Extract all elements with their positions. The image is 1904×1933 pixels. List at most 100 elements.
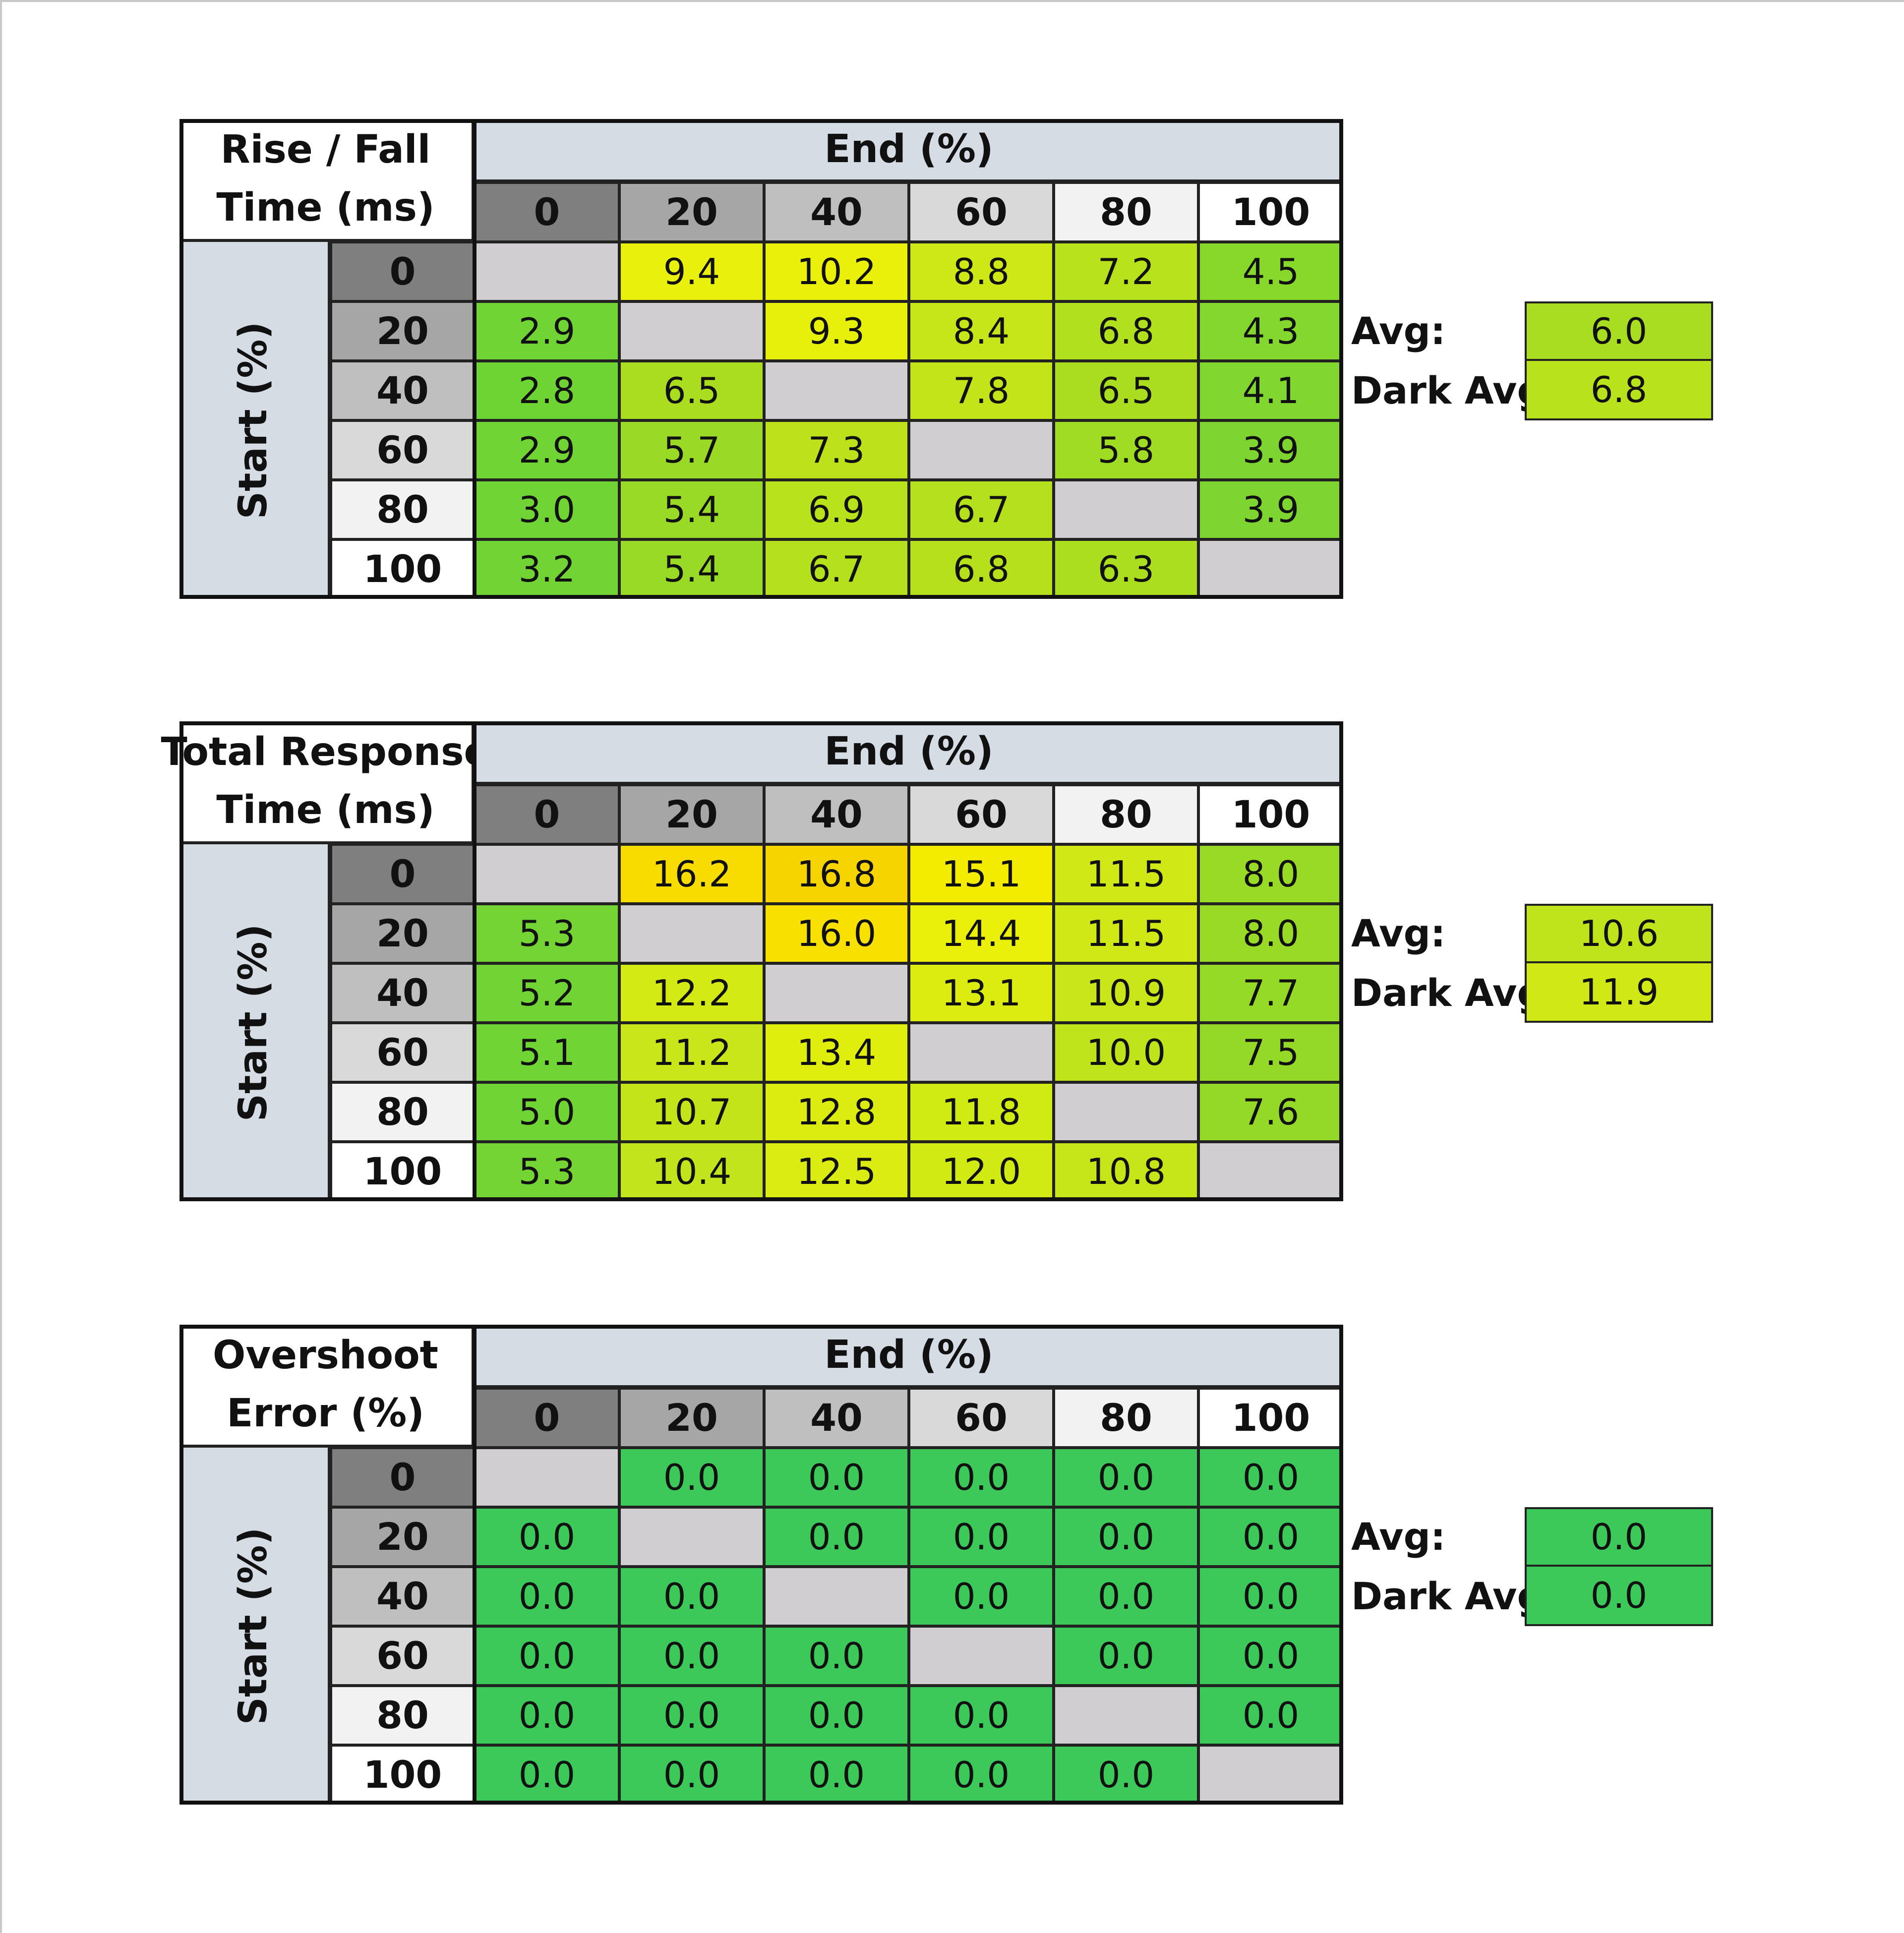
blank-cell (909, 420, 1054, 480)
column-header: 40 (764, 785, 909, 844)
value-cell: 0.0 (1054, 1745, 1198, 1805)
row-header: 60 (331, 1023, 475, 1082)
value-cell: 10.2 (764, 242, 909, 301)
value-cell: 4.5 (1198, 242, 1343, 301)
dark-avg-label: Dark Avg: (1351, 1574, 1559, 1618)
value-cell: 8.4 (909, 301, 1054, 361)
column-header: 100 (1198, 785, 1343, 844)
column-header: 0 (475, 785, 619, 844)
column-header: 40 (764, 182, 909, 242)
value-cell: 3.9 (1198, 420, 1343, 480)
column-header: 60 (909, 785, 1054, 844)
column-header: 0 (475, 182, 619, 242)
row-axis-header: Start (%) (179, 242, 331, 599)
value-cell: 3.0 (475, 480, 619, 539)
value-cell: 5.3 (475, 904, 619, 963)
row-header: 20 (331, 1507, 475, 1567)
value-cell: 12.5 (764, 1142, 909, 1201)
value-cell: 0.0 (619, 1567, 764, 1626)
value-cell: 0.0 (764, 1448, 909, 1507)
avg-value: 10.6 (1525, 904, 1713, 963)
blank-cell (909, 1023, 1054, 1082)
value-cell: 0.0 (909, 1567, 1054, 1626)
dark-avg-value: 0.0 (1525, 1565, 1713, 1626)
value-cell: 0.0 (619, 1745, 764, 1805)
blank-cell (1054, 1686, 1198, 1745)
value-cell: 16.8 (764, 844, 909, 904)
value-cell: 0.0 (909, 1745, 1054, 1805)
value-cell: 5.2 (475, 963, 619, 1023)
dark-avg-label: Dark Avg: (1351, 368, 1559, 412)
value-cell: 8.8 (909, 242, 1054, 301)
row-header: 0 (331, 242, 475, 301)
value-cell: 10.8 (1054, 1142, 1198, 1201)
row-header: 60 (331, 420, 475, 480)
value-cell: 5.4 (619, 480, 764, 539)
value-cell: 2.9 (475, 420, 619, 480)
row-header: 100 (331, 1745, 475, 1805)
dark-avg-value: 6.8 (1525, 359, 1713, 420)
row-axis-header-label: Start (%) (231, 321, 276, 520)
column-header: 100 (1198, 182, 1343, 242)
row-header: 20 (331, 301, 475, 361)
value-cell: 0.0 (764, 1626, 909, 1686)
blank-cell (1198, 1142, 1343, 1201)
avg-value: 0.0 (1525, 1507, 1713, 1567)
value-cell: 15.1 (909, 844, 1054, 904)
table-title-line: Error (%) (227, 1391, 424, 1436)
column-header: 40 (764, 1388, 909, 1448)
value-cell: 0.0 (1054, 1507, 1198, 1567)
value-cell: 5.8 (1054, 420, 1198, 480)
value-cell: 6.9 (764, 480, 909, 539)
table-title-line: Time (ms) (216, 185, 435, 230)
row-header: 100 (331, 1142, 475, 1201)
value-cell: 16.2 (619, 844, 764, 904)
row-axis-header: Start (%) (179, 844, 331, 1201)
value-cell: 0.0 (1198, 1686, 1343, 1745)
table-block-0: Rise / Fall Time (ms) End (%) 0 20 40 60 80 100 S… (0, 119, 1904, 610)
row-header: 40 (331, 963, 475, 1023)
value-cell: 12.2 (619, 963, 764, 1023)
value-cell: 0.0 (909, 1507, 1054, 1567)
value-cell: 11.5 (1054, 904, 1198, 963)
row-header: 80 (331, 480, 475, 539)
column-header: 60 (909, 182, 1054, 242)
value-cell: 6.7 (764, 539, 909, 599)
row-header: 0 (331, 844, 475, 904)
row-header: 80 (331, 1082, 475, 1142)
avg-label: Avg: (1351, 309, 1446, 353)
value-cell: 0.0 (764, 1507, 909, 1567)
row-header: 40 (331, 1567, 475, 1626)
blank-cell (764, 963, 909, 1023)
table-block-2: Overshoot Error (%) End (%) 0 20 40 60 80 100 Sta… (0, 1325, 1904, 1816)
blank-cell (909, 1626, 1054, 1686)
value-cell: 5.7 (619, 420, 764, 480)
table-title-line: Rise / Fall (220, 127, 431, 172)
row-header: 20 (331, 904, 475, 963)
table-title-line: Total Response (161, 730, 490, 774)
column-header: 20 (619, 1388, 764, 1448)
column-header: 80 (1054, 785, 1198, 844)
value-cell: 7.2 (1054, 242, 1198, 301)
blank-cell (1054, 1082, 1198, 1142)
value-cell: 6.7 (909, 480, 1054, 539)
value-cell: 4.1 (1198, 361, 1343, 420)
value-cell: 0.0 (1054, 1448, 1198, 1507)
value-cell: 6.3 (1054, 539, 1198, 599)
value-cell: 0.0 (764, 1745, 909, 1805)
value-cell: 0.0 (1054, 1567, 1198, 1626)
column-axis-header: End (%) (475, 119, 1343, 182)
column-axis-header: End (%) (475, 721, 1343, 785)
blank-cell (1198, 539, 1343, 599)
blank-cell (764, 361, 909, 420)
column-header: 20 (619, 785, 764, 844)
value-cell: 12.0 (909, 1142, 1054, 1201)
value-cell: 12.8 (764, 1082, 909, 1142)
value-cell: 0.0 (1198, 1567, 1343, 1626)
value-cell: 16.0 (764, 904, 909, 963)
column-header: 80 (1054, 182, 1198, 242)
column-header: 100 (1198, 1388, 1343, 1448)
row-header: 80 (331, 1686, 475, 1745)
column-header: 60 (909, 1388, 1054, 1448)
value-cell: 8.0 (1198, 844, 1343, 904)
